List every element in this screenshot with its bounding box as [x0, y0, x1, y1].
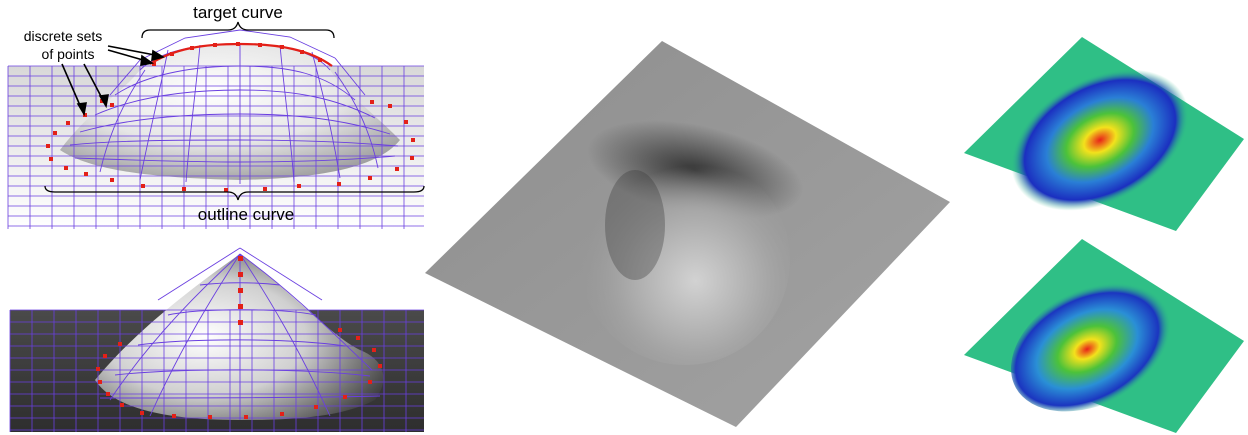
heatmap-surface-bottom: [964, 239, 1244, 433]
points-label-line1: discrete sets: [24, 28, 103, 44]
target-curve-brace: [141, 21, 335, 39]
outline-curve-label: outline curve: [198, 205, 294, 224]
discrete-points: [46, 42, 415, 192]
dome-highlight: [580, 155, 790, 365]
target-curve-envelope: [109, 29, 366, 96]
dome-inner-shadow: [605, 170, 665, 280]
center-surface-render-panel: [425, 41, 950, 427]
cone-surface: [95, 254, 384, 420]
target-curve-label: target curve: [193, 3, 283, 22]
cone-discrete-points: [96, 256, 382, 419]
cone-mesh: [99, 247, 381, 420]
outline-curve-brace: [44, 185, 425, 201]
heatmap-blob-bottom: [1010, 278, 1180, 412]
points-label-line2: of points: [42, 46, 95, 62]
heatmap-blob-top: [1011, 69, 1189, 211]
bottom-left-cone-mesh-panel: [9, 247, 424, 432]
points-arrows: [61, 45, 166, 117]
top-left-bump-mesh-panel: target curve outline curve discrete sets…: [7, 3, 425, 229]
heatmap-surface-top: [964, 37, 1244, 231]
mesh-grid: [7, 65, 424, 229]
